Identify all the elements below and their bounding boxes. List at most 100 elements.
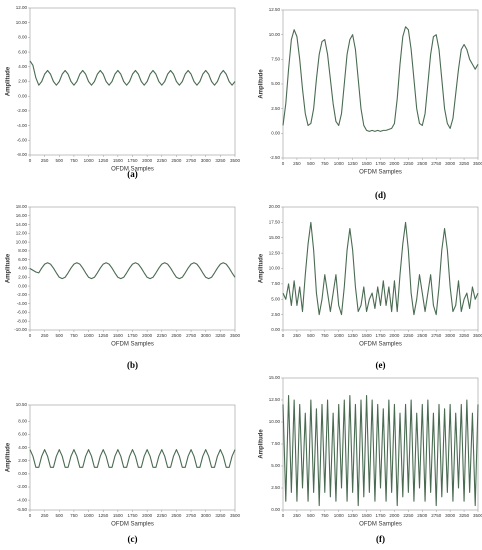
x-tick-label: 1750 [375, 161, 386, 166]
x-tick-label: 1000 [334, 333, 345, 338]
y-tick-label: 14.00 [16, 222, 28, 227]
y-tick-label: 8.00 [18, 419, 27, 424]
y-tick-label: 2.50 [271, 485, 280, 490]
x-tick-label: 1750 [375, 513, 386, 518]
x-tick-label: 2500 [417, 333, 428, 338]
x-tick-label: 2750 [186, 158, 197, 163]
y-tick-label: 7.50 [271, 57, 280, 62]
x-tick-label: 2000 [389, 333, 400, 338]
x-axis-label: OFDM Samples [359, 170, 402, 176]
y-tick-label: 12.50 [269, 7, 281, 12]
x-tick-label: 500 [56, 158, 64, 163]
y-tick-label: 5.00 [271, 296, 280, 301]
y-tick-label: 17.50 [269, 220, 281, 225]
x-tick-label: 1250 [348, 161, 359, 166]
y-tick-label: 0.00 [18, 471, 27, 476]
y-tick-label: -2.00 [17, 108, 28, 113]
panel-caption: (a) [127, 169, 138, 179]
y-tick-label: 7.50 [271, 281, 280, 286]
x-tick-label: 3250 [215, 513, 226, 518]
y-axis-label: Amplitude [6, 253, 12, 283]
x-tick-label: 2000 [142, 333, 153, 338]
y-tick-label: 4.00 [18, 266, 27, 271]
y-tick-label: 10.00 [16, 20, 28, 25]
y-tick-label: 20.00 [269, 204, 281, 209]
panel-caption: (e) [376, 360, 386, 370]
y-tick-label: -6.00 [17, 310, 28, 315]
panel-caption: (c) [128, 534, 138, 544]
x-axis-label: OFDM Samples [111, 167, 154, 173]
plot-frame [29, 404, 236, 511]
x-tick-label: 250 [41, 513, 49, 518]
x-tick-label: 2250 [403, 161, 414, 166]
x-tick-label: 2500 [417, 161, 428, 166]
y-tick-label: 6.00 [18, 257, 27, 262]
x-tick-label: 1250 [348, 333, 359, 338]
y-axis-label: Amplitude [259, 429, 265, 459]
y-tick-label: 4.00 [18, 445, 27, 450]
x-tick-label: 1250 [98, 158, 109, 163]
x-tick-label: 2000 [389, 513, 400, 518]
x-tick-label: 2000 [142, 513, 153, 518]
x-axis-label: OFDM Samples [111, 342, 154, 348]
x-tick-label: 2500 [171, 333, 182, 338]
x-tick-label: 750 [321, 161, 329, 166]
x-tick-label: 1000 [334, 513, 345, 518]
y-axis-label: Amplitude [6, 442, 12, 472]
x-tick-label: 3250 [215, 333, 226, 338]
x-tick-label: 1750 [375, 333, 386, 338]
x-tick-label: 3250 [459, 333, 470, 338]
y-tick-label: -4.00 [17, 497, 28, 502]
x-tick-label: 3000 [445, 161, 456, 166]
plot-frame [29, 206, 236, 331]
x-tick-label: 1500 [113, 158, 124, 163]
x-tick-label: 3000 [445, 513, 456, 518]
y-tick-label: 5.00 [271, 81, 280, 86]
y-tick-label: 2.50 [271, 106, 280, 111]
y-axis-label: Amplitude [259, 253, 265, 283]
x-tick-label: 3250 [215, 158, 226, 163]
x-tick-label: 1500 [362, 333, 373, 338]
data-line [282, 221, 479, 316]
y-tick-label: 0.00 [271, 327, 280, 332]
y-tick-label: 6.00 [18, 432, 27, 437]
x-tick-label: 250 [41, 333, 49, 338]
x-tick-label: 3000 [201, 158, 212, 163]
y-tick-label: 16.00 [16, 213, 28, 218]
x-tick-label: 2250 [157, 158, 168, 163]
x-tick-label: 750 [70, 513, 78, 518]
x-axis-label: OFDM Samples [111, 522, 154, 528]
y-tick-label: -6.00 [17, 137, 28, 142]
x-tick-label: 750 [70, 158, 78, 163]
x-tick-label: 2500 [417, 513, 428, 518]
x-tick-label: 2250 [403, 333, 414, 338]
y-tick-label: 15.00 [269, 375, 281, 380]
x-tick-label: 1000 [84, 333, 95, 338]
x-tick-label: 750 [321, 333, 329, 338]
data-line [29, 449, 236, 468]
y-tick-label: 5.00 [271, 463, 280, 468]
x-tick-label: 2250 [403, 513, 414, 518]
y-tick-label: -2.50 [270, 155, 281, 160]
x-tick-label: 1500 [362, 161, 373, 166]
x-tick-label: 3250 [459, 513, 470, 518]
x-tick-label: 250 [293, 333, 301, 338]
x-tick-label: 500 [56, 333, 64, 338]
x-tick-label: 500 [307, 333, 315, 338]
x-tick-label: 500 [56, 513, 64, 518]
y-tick-label: 0.00 [18, 283, 27, 288]
x-tick-label: 3500 [230, 158, 241, 163]
x-tick-label: 3000 [445, 333, 456, 338]
y-tick-label: 12.50 [269, 397, 281, 402]
y-tick-label: -4.00 [17, 301, 28, 306]
x-tick-label: 2250 [157, 333, 168, 338]
x-tick-label: 250 [293, 513, 301, 518]
x-tick-label: 3500 [230, 513, 241, 518]
x-tick-label: 0 [282, 513, 285, 518]
y-tick-label: -4.00 [17, 123, 28, 128]
y-tick-label: 10.00 [269, 32, 281, 37]
x-tick-label: 2000 [389, 161, 400, 166]
data-line [282, 395, 479, 507]
x-axis-label: OFDM Samples [359, 522, 402, 528]
panel-caption: (f) [376, 534, 385, 544]
